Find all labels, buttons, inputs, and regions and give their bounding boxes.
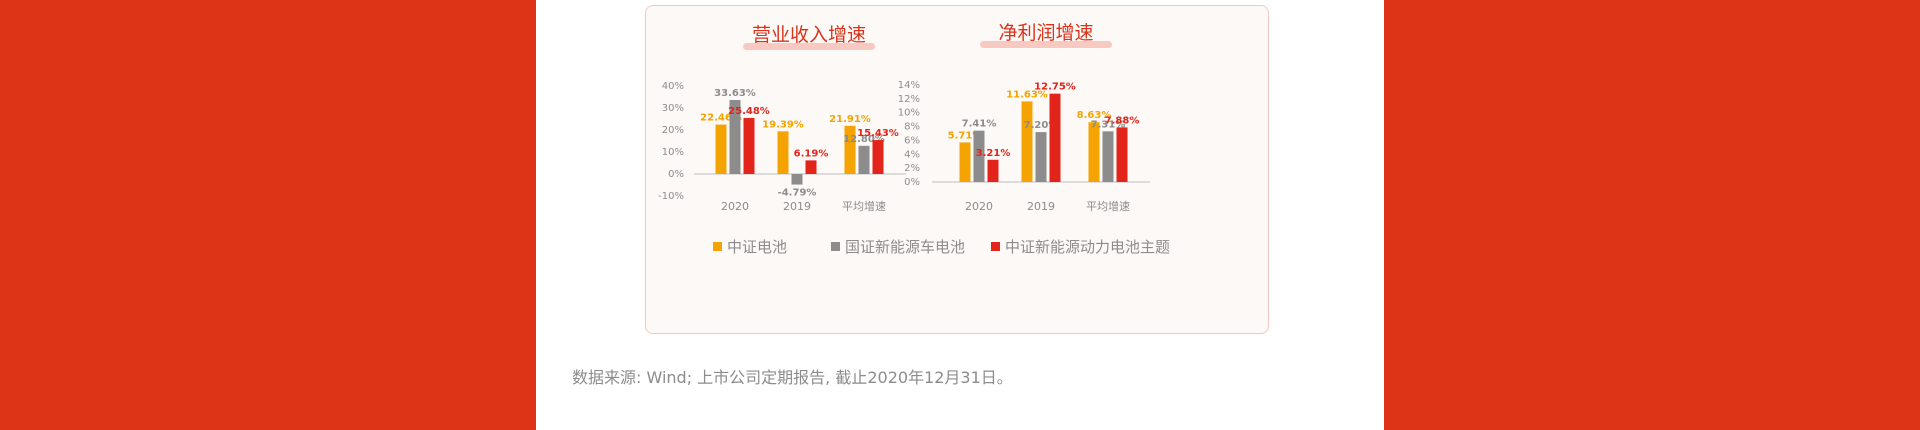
data-label: 7.41% bbox=[962, 119, 997, 130]
bar bbox=[777, 131, 789, 174]
y-tick-label: 14% bbox=[898, 80, 920, 91]
bar bbox=[715, 124, 727, 174]
data-label: 19.39% bbox=[762, 119, 804, 130]
data-label: 7.31% bbox=[1091, 119, 1126, 130]
title-highlight bbox=[980, 41, 1112, 48]
bar bbox=[805, 160, 817, 174]
x-category-label: 2020 bbox=[721, 200, 749, 213]
source-note: 数据来源: Wind; 上市公司定期报告, 截止2020年12月31日。 bbox=[572, 368, 1013, 387]
article-page: 营业收入增速 -10% 0% 10% 20% 30% 40% 22.46% 33.63% 25.4… bbox=[536, 0, 1384, 430]
x-category-label: 平均增速 bbox=[1086, 199, 1130, 213]
y-tick-label: 40% bbox=[662, 81, 684, 92]
data-label: 25.48% bbox=[728, 106, 770, 117]
chart-card: 营业收入增速 -10% 0% 10% 20% 30% 40% 22.46% 33.63% 25.4… bbox=[645, 5, 1269, 334]
legend-swatch bbox=[713, 242, 722, 251]
legend-swatch bbox=[991, 242, 1000, 251]
y-tick-label: -10% bbox=[658, 191, 684, 202]
bar bbox=[973, 130, 985, 182]
legend-label: 中证新能源动力电池主题 bbox=[1005, 238, 1170, 256]
data-label: 12.80% bbox=[843, 134, 885, 145]
y-tick-label: 2% bbox=[904, 163, 920, 174]
data-label: 33.63% bbox=[714, 88, 756, 99]
y-tick-label: 6% bbox=[904, 135, 920, 146]
bar bbox=[1049, 93, 1061, 182]
legend-label: 国证新能源车电池 bbox=[845, 238, 965, 256]
data-label: -4.79% bbox=[778, 188, 817, 199]
bar bbox=[959, 142, 971, 182]
data-label: 15.43% bbox=[857, 128, 899, 139]
y-tick-label: 12% bbox=[898, 94, 920, 105]
data-label: 6.19% bbox=[794, 148, 829, 159]
bar bbox=[743, 117, 755, 174]
y-tick-label: 0% bbox=[668, 169, 684, 180]
y-tick-label: 0% bbox=[904, 177, 920, 188]
bar bbox=[1116, 127, 1128, 182]
data-label: 8.63% bbox=[1077, 110, 1112, 121]
legend-swatch bbox=[831, 242, 840, 251]
bar bbox=[1102, 131, 1114, 182]
title-highlight bbox=[743, 43, 875, 50]
y-tick-label: 8% bbox=[904, 122, 920, 133]
y-tick-label: 20% bbox=[662, 125, 684, 136]
y-tick-label: 30% bbox=[662, 103, 684, 114]
data-label: 7.20% bbox=[1024, 120, 1059, 131]
bar bbox=[872, 140, 884, 174]
data-label: 11.63% bbox=[1006, 89, 1048, 100]
bar bbox=[858, 145, 870, 174]
bar bbox=[1021, 101, 1033, 182]
bar bbox=[1088, 122, 1100, 182]
chart-title: 营业收入增速 bbox=[752, 24, 866, 46]
bar bbox=[844, 125, 856, 174]
y-tick-label: 10% bbox=[662, 147, 684, 158]
x-category-label: 平均增速 bbox=[842, 199, 886, 213]
data-label: 21.91% bbox=[829, 114, 871, 125]
bar bbox=[729, 100, 741, 174]
bar bbox=[791, 174, 803, 185]
x-category-label: 2019 bbox=[783, 200, 811, 213]
x-category-label: 2020 bbox=[965, 200, 993, 213]
legend-label: 中证电池 bbox=[727, 238, 787, 256]
data-label: 12.75% bbox=[1034, 82, 1076, 93]
y-tick-label: 4% bbox=[904, 149, 920, 160]
chart-title: 净利润增速 bbox=[998, 22, 1093, 44]
x-category-label: 2019 bbox=[1027, 200, 1055, 213]
data-label: 5.71% bbox=[948, 130, 983, 141]
data-label: 22.46% bbox=[700, 113, 742, 124]
growth-charts-svg: 营业收入增速 -10% 0% 10% 20% 30% 40% 22.46% 33.63% 25.4… bbox=[658, 22, 1170, 256]
y-tick-label: 10% bbox=[898, 108, 920, 119]
bar bbox=[987, 159, 999, 182]
data-label: 7.88% bbox=[1105, 115, 1140, 126]
bar bbox=[1035, 132, 1047, 182]
data-label: 3.21% bbox=[976, 148, 1011, 159]
